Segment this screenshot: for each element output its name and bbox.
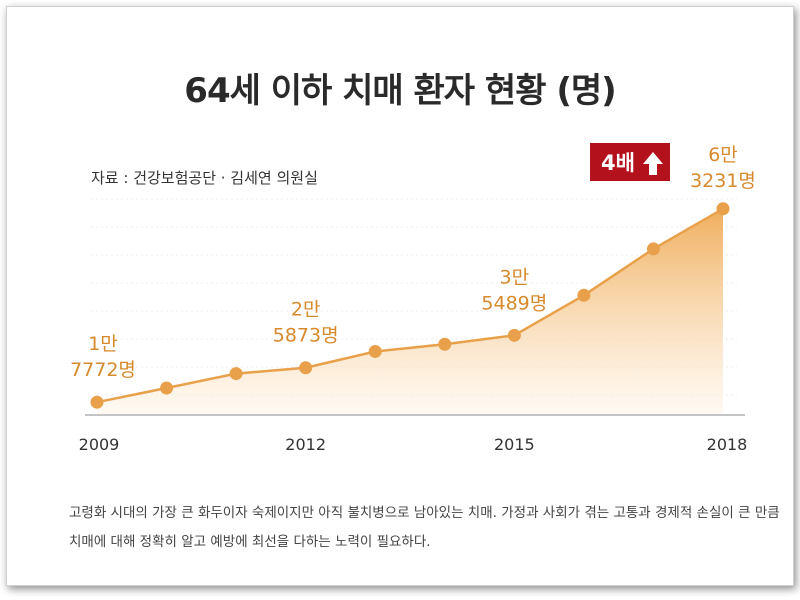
x-tick-label: 2015 bbox=[494, 435, 535, 454]
area-fill bbox=[97, 208, 723, 414]
area-chart: 1만 7772명 2만 5873명 3만 5489명 6만 3231명 2009 2012 201… bbox=[70, 143, 756, 454]
chart-title: 64세 이하 치매 환자 현황 (명) bbox=[184, 71, 616, 111]
description: 고령화 시대의 가장 큰 화두이자 숙제이지만 아직 불치병으로 남아있는 치매… bbox=[69, 499, 780, 557]
data-point bbox=[368, 344, 382, 358]
series-line bbox=[96, 207, 724, 404]
x-tick-label: 2018 bbox=[707, 435, 748, 454]
description-line-1: 고령화 시대의 가장 큰 화두이자 숙제이지만 아직 불치병으로 남아있는 치매… bbox=[69, 505, 780, 521]
data-label-amount: 3만 bbox=[500, 266, 530, 288]
up-arrow-icon bbox=[643, 152, 663, 175]
data-point bbox=[577, 288, 591, 302]
data-point bbox=[507, 328, 521, 342]
data-point bbox=[160, 381, 174, 395]
data-label-amount: 1만 bbox=[88, 333, 118, 355]
data-label-count: 3231명 bbox=[690, 170, 756, 192]
x-tick-label: 2012 bbox=[285, 435, 326, 454]
data-label-amount: 6만 bbox=[708, 144, 738, 166]
description-line-2: 치매에 대해 정확히 알고 예방에 최선을 다하는 노력이 필요하다. bbox=[69, 534, 431, 550]
growth-badge: 4배 bbox=[590, 143, 670, 181]
data-point bbox=[90, 395, 104, 409]
badge-text: 4배 bbox=[601, 151, 635, 175]
data-point bbox=[438, 337, 452, 351]
data-point bbox=[716, 202, 730, 216]
data-label-count: 5489명 bbox=[481, 292, 547, 314]
source-note: 자료 : 건강보험공단 · 김세연 의원실 bbox=[91, 169, 318, 187]
data-label-count: 5873명 bbox=[273, 325, 339, 347]
data-label-amount: 2만 bbox=[291, 299, 321, 321]
data-point bbox=[646, 242, 660, 256]
data-point bbox=[229, 367, 243, 381]
x-tick-label: 2009 bbox=[79, 435, 120, 454]
data-label-count: 7772명 bbox=[70, 359, 136, 381]
infographic-frame: 64세 이하 치매 환자 현황 (명) 자료 : 건강보험공단 · 김세연 의원… bbox=[6, 6, 794, 586]
data-point bbox=[299, 361, 313, 375]
